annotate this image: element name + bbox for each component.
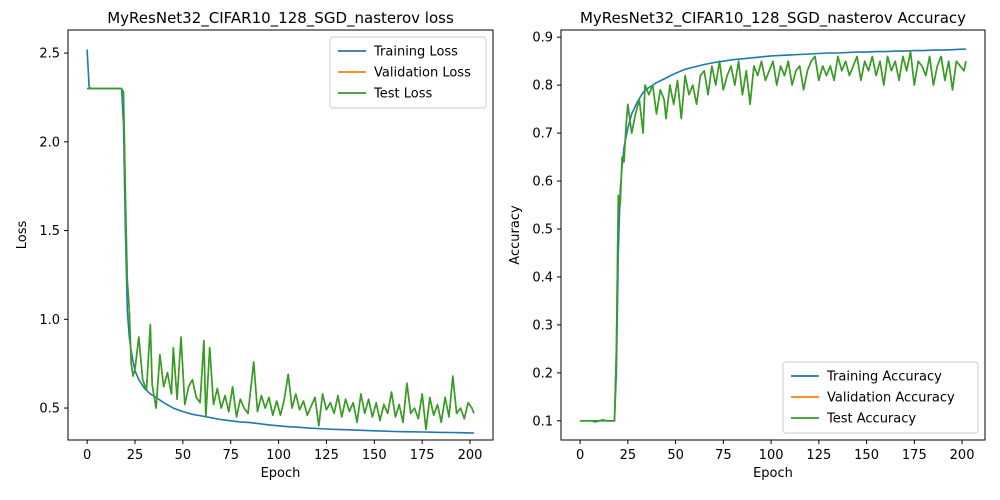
x-tick-label: 175	[902, 448, 927, 463]
legend-label: Test Accuracy	[826, 412, 916, 427]
legend-label: Validation Accuracy	[827, 391, 955, 406]
x-tick-label: 175	[410, 448, 435, 463]
y-tick-label: 2.0	[39, 135, 60, 150]
y-axis-label: Loss	[15, 221, 30, 250]
x-tick-label: 75	[222, 448, 239, 463]
x-axis-label: Epoch	[261, 466, 301, 481]
y-axis-label: Accuracy	[508, 205, 523, 265]
y-tick-label: 0.3	[532, 318, 553, 333]
x-tick-label: 125	[314, 448, 339, 463]
x-tick-label: 200	[950, 448, 975, 463]
x-tick-label: 25	[127, 448, 144, 463]
legend: Training Accuracy Validation Accuracy Test…	[782, 361, 979, 434]
legend-label: Validation Loss	[374, 66, 471, 81]
x-tick-label: 200	[458, 448, 483, 463]
legend-label: Test Loss	[373, 87, 432, 102]
x-tick-label: 25	[620, 448, 637, 463]
series-line-test-loss	[87, 87, 475, 431]
x-tick-label: 75	[715, 448, 732, 463]
x-tick-label: 0	[83, 448, 91, 463]
y-tick-label: 0.8	[532, 79, 553, 94]
legend-label: Training Accuracy	[826, 370, 942, 385]
y-tick-label: 2.5	[39, 47, 60, 62]
x-tick-label: 100	[759, 448, 784, 463]
y-tick-label: 0.9	[532, 31, 553, 46]
series-line-test-accuracy	[580, 50, 967, 423]
chart-panel-loss: 0 25 50 75 100 125 150 175 200 0.5 1.0 1.5 2.0 2.5 MyR…	[15, 9, 494, 481]
legend-label: Training Loss	[373, 45, 458, 60]
x-tick-label: 50	[175, 448, 192, 463]
plot-frame	[560, 29, 986, 441]
chart-title: MyResNet32_CIFAR10_128_SGD_nasterov Accu…	[580, 9, 966, 28]
legend-box	[329, 36, 487, 109]
x-tick-label: 50	[667, 448, 684, 463]
y-tick-label: 0.4	[532, 270, 553, 285]
y-tick-label: 1.5	[39, 224, 60, 239]
chart-title: MyResNet32_CIFAR10_128_SGD_nasterov loss	[107, 9, 454, 28]
y-tick-label: 0.1	[532, 414, 553, 429]
legend-box	[782, 361, 979, 434]
x-tick-label: 150	[854, 448, 879, 463]
x-tick-label: 0	[576, 448, 584, 463]
y-tick-label: 0.5	[532, 223, 553, 238]
y-tick-label: 1.0	[39, 313, 60, 328]
plot-frame	[67, 29, 494, 441]
y-tick-label: 0.5	[39, 402, 60, 417]
y-tick-label: 0.6	[532, 175, 553, 190]
x-tick-label: 150	[362, 448, 387, 463]
x-tick-label: 125	[806, 448, 831, 463]
x-tick-label: 100	[266, 448, 291, 463]
y-tick-label: 0.2	[532, 366, 553, 381]
y-tick-label: 0.7	[532, 127, 553, 142]
chart-panel-accuracy: 0 25 50 75 100 125 150 175 200 0.1 0.2 0.3 0.4 0.5 0.6…	[508, 9, 986, 481]
x-axis-label: Epoch	[753, 466, 793, 481]
legend: Training Loss Validation Loss Test Loss	[329, 36, 487, 109]
